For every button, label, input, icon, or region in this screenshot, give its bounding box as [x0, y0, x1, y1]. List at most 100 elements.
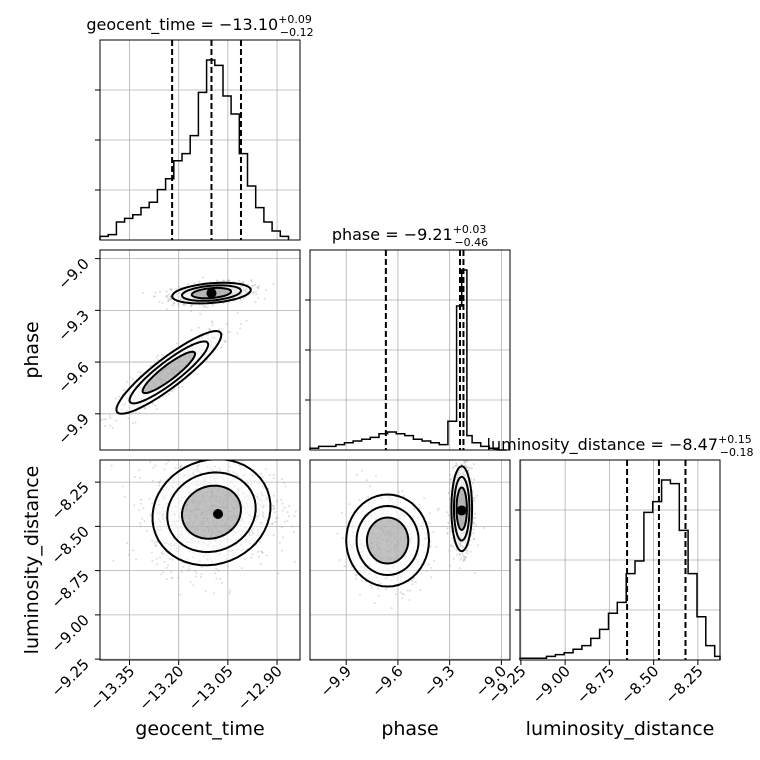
sample-point — [403, 536, 406, 539]
sample-point — [400, 540, 403, 543]
sample-point — [210, 493, 213, 496]
sample-point — [254, 494, 257, 497]
sample-point — [223, 554, 226, 557]
sample-point — [230, 479, 233, 482]
sample-point — [151, 540, 154, 542]
sample-point — [378, 551, 381, 554]
sample-point — [364, 538, 367, 541]
sample-point — [359, 566, 362, 568]
sample-point — [409, 540, 412, 543]
sample-point — [202, 511, 205, 514]
sample-point — [208, 513, 211, 516]
sample-point — [232, 287, 235, 290]
sample-point — [109, 417, 112, 420]
sample-point — [232, 514, 235, 517]
sample-point — [449, 478, 452, 481]
sample-point — [209, 512, 212, 515]
sample-point — [225, 500, 228, 503]
sample-point — [460, 491, 463, 494]
sample-point — [292, 531, 295, 534]
sample-point — [157, 517, 160, 520]
sample-point — [220, 476, 223, 479]
sample-point — [227, 549, 230, 552]
sample-point — [463, 485, 466, 488]
sample-point — [418, 507, 421, 510]
sample-point — [222, 492, 225, 495]
sample-point — [216, 501, 218, 504]
sample-point — [170, 520, 173, 523]
sample-point — [262, 494, 265, 497]
sample-point — [388, 532, 390, 535]
sample-point — [193, 501, 196, 504]
sample-point — [139, 502, 142, 505]
sample-point — [188, 470, 191, 473]
sample-point — [459, 499, 462, 502]
sample-point — [197, 524, 200, 527]
sample-point — [177, 547, 180, 549]
sample-point — [461, 496, 464, 499]
sample-point — [186, 356, 189, 359]
sample-point — [218, 530, 221, 533]
sample-point — [461, 519, 464, 521]
sample-point — [211, 530, 214, 533]
sample-point — [154, 404, 157, 407]
sample-point — [462, 471, 465, 474]
sample-point — [219, 290, 221, 293]
sample-point — [249, 505, 252, 508]
sample-point — [458, 519, 460, 522]
sample-point — [147, 372, 150, 375]
sample-point — [170, 288, 173, 291]
sample-point — [387, 522, 390, 525]
sample-point — [172, 499, 175, 502]
sample-point — [216, 489, 219, 492]
sample-point — [382, 523, 385, 526]
sample-point — [218, 531, 221, 534]
sample-point — [237, 487, 240, 490]
sample-point — [460, 484, 462, 486]
sample-point — [232, 507, 235, 510]
sample-point — [214, 523, 217, 526]
sample-point — [380, 526, 383, 529]
sample-point — [197, 348, 200, 351]
sample-point — [461, 497, 464, 500]
sample-point — [223, 514, 226, 517]
sample-point — [463, 518, 466, 521]
sample-point — [393, 532, 396, 535]
sample-point — [201, 513, 204, 515]
contour-level-0 — [345, 493, 431, 588]
contour-level-2 — [181, 484, 242, 540]
sample-point — [203, 343, 206, 346]
sample-point — [200, 292, 203, 295]
sample-point — [219, 539, 221, 542]
sample-point — [193, 488, 196, 491]
sample-point — [229, 519, 232, 522]
sample-point — [199, 472, 202, 474]
sample-point — [195, 508, 198, 511]
sample-point — [242, 457, 244, 459]
sample-point — [201, 520, 204, 523]
sample-point — [265, 289, 268, 292]
sample-point — [194, 505, 197, 508]
sample-point — [160, 381, 162, 384]
sample-point — [282, 536, 285, 539]
sample-point — [192, 551, 195, 554]
sample-point — [286, 511, 289, 514]
sample-point — [262, 505, 265, 508]
sample-point — [162, 498, 165, 501]
sample-point — [395, 552, 398, 555]
sample-point — [213, 525, 215, 528]
sample-point — [465, 549, 468, 552]
sample-point — [196, 509, 199, 512]
sample-point — [226, 469, 229, 472]
sample-point — [255, 496, 258, 499]
sample-point — [350, 565, 353, 568]
sample-point — [154, 521, 156, 524]
sample-point — [206, 517, 209, 520]
sample-point — [209, 540, 212, 543]
sample-point — [186, 502, 189, 505]
sample-point — [356, 511, 359, 514]
x-tick-label: −13.20 — [136, 662, 188, 714]
sample-point — [198, 294, 201, 297]
sample-point — [459, 516, 462, 519]
sample-point — [396, 525, 399, 528]
